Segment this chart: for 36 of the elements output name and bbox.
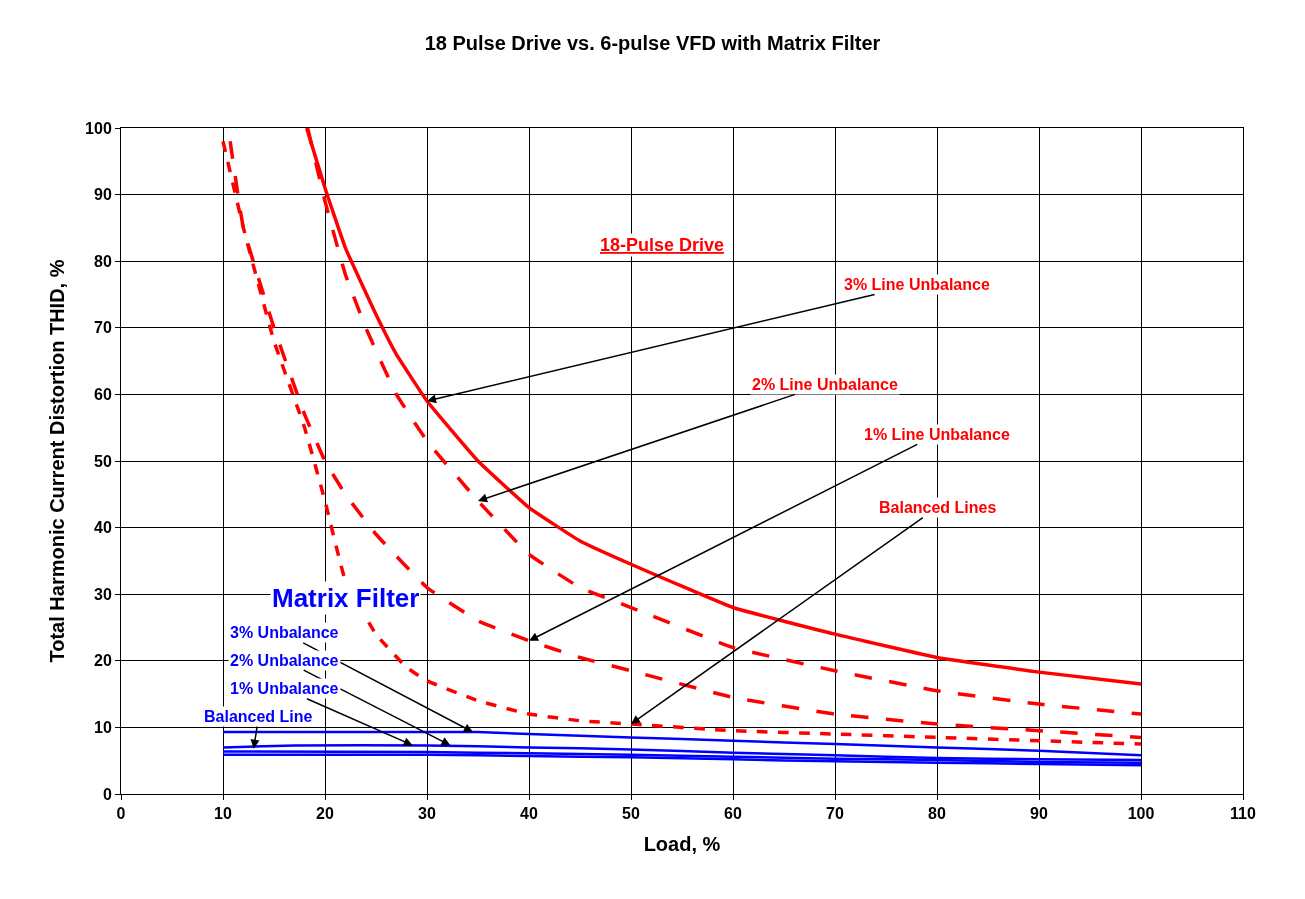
annotation: 3% Unbalance	[230, 624, 339, 641]
y-tick-label: 70	[94, 319, 112, 337]
y-axis-title: Total Harmonic Current Distortion THID, %	[45, 259, 68, 663]
annotation: Matrix Filter	[272, 583, 420, 613]
x-tick-label: 10	[214, 805, 232, 823]
annotation: 18-Pulse Drive	[600, 235, 725, 255]
x-tick-label: 60	[724, 805, 742, 823]
annotation: Balanced Lines	[879, 499, 997, 516]
x-tick-label: 90	[1030, 805, 1048, 823]
annotation: 2% Line Unbalance	[752, 376, 898, 393]
x-tick-label: 100	[1127, 805, 1155, 823]
x-tick-label: 0	[116, 805, 126, 823]
annotation: 3% Line Unbalance	[844, 276, 990, 293]
y-tick-label: 50	[94, 452, 112, 470]
y-tick-label: 90	[94, 186, 112, 204]
x-tick-label: 40	[520, 805, 538, 823]
x-tick-label: 20	[316, 805, 334, 823]
annotation: 1% Unbalance	[230, 680, 339, 697]
y-tick-label: 20	[94, 652, 112, 670]
x-tick-label: 70	[826, 805, 844, 823]
x-tick-label: 50	[622, 805, 640, 823]
annotation: 2% Unbalance	[230, 652, 339, 669]
y-tick-label: 60	[94, 386, 112, 403]
y-tick-label: 0	[102, 785, 112, 803]
y-tick-label: 10	[94, 719, 112, 736]
annotation: 1% Line Unbalance	[864, 426, 1010, 443]
y-tick-label: 40	[94, 519, 112, 537]
x-axis-title: Load, %	[643, 832, 721, 855]
y-tick-label: 30	[94, 585, 112, 603]
y-tick-label: 80	[94, 252, 112, 270]
chart-title: 18 Pulse Drive vs. 6-pulse VFD with Matrix Filter	[424, 31, 881, 54]
annotation: Balanced Line	[204, 708, 313, 725]
x-tick-label: 110	[1230, 805, 1257, 823]
x-tick-label: 80	[928, 805, 946, 823]
x-tick-label: 30	[418, 805, 436, 823]
y-tick-label: 100	[85, 119, 112, 137]
